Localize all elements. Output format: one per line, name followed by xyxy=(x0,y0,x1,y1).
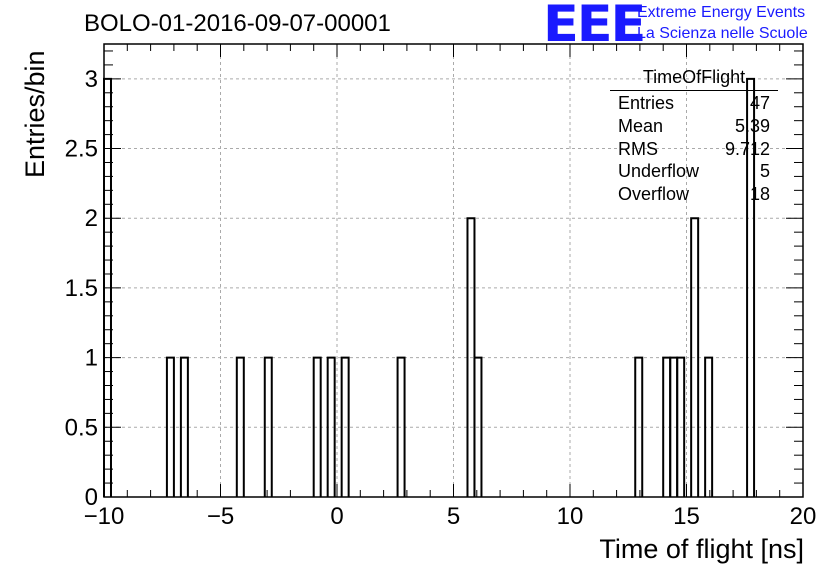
stats-label: Entries xyxy=(618,93,675,113)
y-tick-label: 0.5 xyxy=(65,414,98,441)
stats-value: 47 xyxy=(749,93,770,113)
y-tick-label: 2 xyxy=(85,205,98,232)
eee-logo-caption-line2: La Scienza nelle Scuole xyxy=(637,25,808,42)
histogram-bin xyxy=(263,356,273,497)
x-tick-label: −10 xyxy=(84,503,125,530)
stats-label: Overflow xyxy=(618,184,690,205)
histogram-bin xyxy=(704,356,714,497)
stats-row-underflow: Underflow 5 xyxy=(610,160,778,183)
y-tick-label: 0 xyxy=(85,484,98,511)
x-tick-label: 0 xyxy=(330,503,343,530)
stats-value: 5.39 xyxy=(734,115,770,136)
y-tick-label: 2.5 xyxy=(65,136,98,163)
histogram-bin xyxy=(690,217,700,497)
stats-divider xyxy=(610,90,778,91)
stats-value: 18 xyxy=(749,184,770,205)
stats-box: TimeOfFlight Entries 47 Mean 5.39 RMS 9.… xyxy=(610,67,778,206)
stats-value: 5 xyxy=(759,161,770,182)
histogram-bin xyxy=(326,356,336,497)
x-tick-label: −5 xyxy=(207,503,234,530)
x-tick-label: 20 xyxy=(790,503,817,530)
x-axis-label: Time of flight [ns] xyxy=(599,534,804,564)
stats-row-overflow: Overflow 18 xyxy=(610,183,778,206)
histogram-bin xyxy=(396,356,406,497)
x-tick-label: 10 xyxy=(557,503,584,530)
stats-label: Mean xyxy=(618,115,664,136)
histogram-bin xyxy=(312,356,322,497)
histogram-bin xyxy=(676,356,686,497)
stats-label: Underflow xyxy=(618,161,700,182)
stats-label: RMS xyxy=(618,138,658,159)
y-tick-label: 3 xyxy=(85,66,98,93)
chart-title: BOLO-01-2016-09-07-00001 xyxy=(84,10,391,37)
y-tick-label: 1.5 xyxy=(65,275,98,302)
histogram-bin xyxy=(165,356,175,497)
stats-row-mean: Mean 5.39 xyxy=(610,115,778,138)
x-tick-label: 15 xyxy=(673,503,700,530)
histogram-bin xyxy=(634,356,644,497)
histogram-bin xyxy=(179,356,189,497)
stats-value: 9.712 xyxy=(724,138,770,159)
y-tick-label: 1 xyxy=(85,345,98,372)
stats-row-rms: RMS 9.712 xyxy=(610,138,778,161)
stats-title: TimeOfFlight xyxy=(642,67,746,87)
eee-logo: EEE xyxy=(543,0,646,53)
histogram-bin xyxy=(340,356,350,497)
eee-logo-caption-line1: Extreme Energy Events xyxy=(637,4,806,21)
stats-row-entries: Entries 47 xyxy=(610,92,778,115)
histogram-bin xyxy=(235,356,245,497)
histogram-bin xyxy=(473,356,483,497)
y-axis-label: Entries/bin xyxy=(20,50,50,178)
histogram-bin xyxy=(746,77,756,497)
x-tick-label: 5 xyxy=(447,503,460,530)
